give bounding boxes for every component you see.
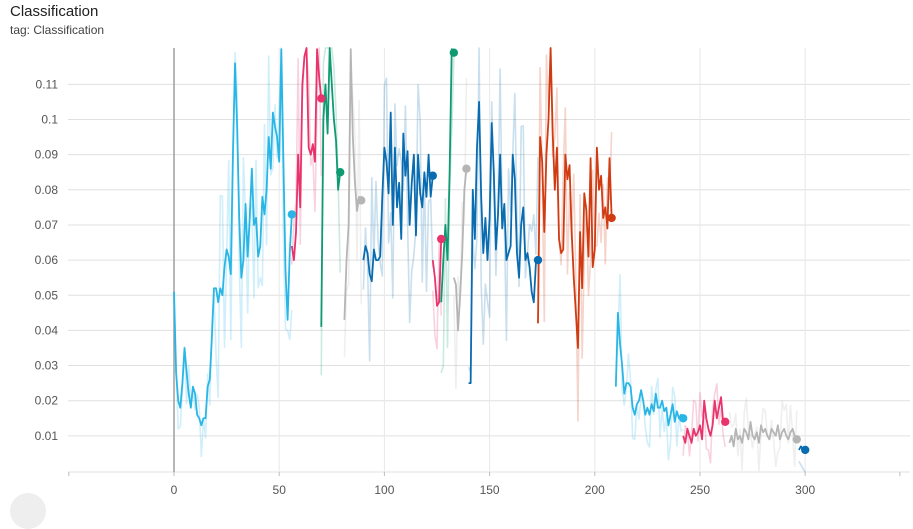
y-tick-label: 0.03	[35, 359, 59, 373]
series-end-marker-12	[792, 435, 801, 444]
expand-button[interactable]	[10, 493, 46, 529]
series-line-0	[173, 48, 293, 427]
x-tick-label: 100	[374, 483, 394, 497]
y-axis-ticks: 0.01 0.02 0.03 0.04 0.05 0.06 0.07 0.08 0.09 0.1 0…	[35, 77, 59, 443]
series-line-11	[682, 396, 726, 444]
raw-series-line-3	[343, 70, 363, 358]
series-line-9	[537, 47, 613, 349]
y-tick-label: 0.01	[35, 429, 59, 443]
raw-series-line-12	[728, 397, 798, 472]
x-axis-ticks: 0 50 100 150 200 250 300	[171, 483, 816, 497]
raw-series-line-4	[362, 77, 434, 362]
x-tick-label: 150	[480, 483, 500, 497]
raw-series-line-10	[615, 274, 684, 461]
chart-title: Classification	[10, 3, 99, 20]
series-line-6	[440, 48, 455, 303]
x-tick-label: 0	[171, 483, 178, 497]
series-end-marker-5	[437, 234, 446, 244]
series-end-marker-8	[533, 255, 543, 265]
series-end-marker-2	[336, 168, 345, 177]
series-line-2	[320, 47, 342, 327]
x-tick-label: 200	[585, 483, 605, 497]
chart-subtitle: tag: Classification	[10, 23, 105, 37]
x-tick-label: 250	[690, 483, 710, 497]
series-end-markers	[287, 48, 810, 455]
y-tick-label: 0.07	[35, 218, 59, 232]
x-tick-label: 300	[795, 483, 815, 497]
y-tick-label: 0.05	[35, 288, 59, 302]
y-tick-label: 0.1	[41, 113, 58, 127]
series-line-7	[452, 168, 468, 332]
grid	[68, 48, 910, 476]
series-line-4	[362, 111, 434, 283]
y-tick-label: 0.06	[35, 253, 59, 267]
series-end-marker-11	[721, 417, 730, 426]
series-end-marker-6	[449, 48, 459, 57]
line-chart[interactable]: 0 50 100 150 200 250 300 0.010.020.030.040.050…	[0, 0, 913, 503]
series-line-1	[290, 47, 323, 262]
x-tick-label: 50	[273, 483, 287, 497]
y-tick-label: 0.09	[35, 148, 59, 162]
series-end-marker-4	[428, 171, 437, 180]
series-end-marker-1	[317, 94, 326, 103]
series-end-marker-13	[801, 445, 810, 455]
series-end-marker-10	[678, 414, 688, 423]
series-line-8	[468, 101, 539, 385]
series-end-marker-3	[357, 196, 366, 205]
series-line-10	[614, 311, 684, 427]
y-tick-label: 0.02	[35, 394, 59, 408]
series-line-5	[431, 238, 443, 307]
y-tick-label: 0.11	[36, 77, 59, 91]
raw-series-line-6	[440, 57, 455, 374]
series-end-marker-9	[607, 213, 616, 223]
raw-series-line-13	[798, 460, 806, 473]
raw-series-line-7	[453, 77, 468, 390]
y-tick-label: 0.04	[35, 323, 59, 337]
series-end-marker-7	[462, 164, 471, 173]
series-end-marker-0	[287, 210, 297, 219]
series-line-12	[728, 420, 798, 448]
raw-series-line-11	[682, 383, 727, 464]
y-tick-label: 0.08	[35, 183, 59, 197]
